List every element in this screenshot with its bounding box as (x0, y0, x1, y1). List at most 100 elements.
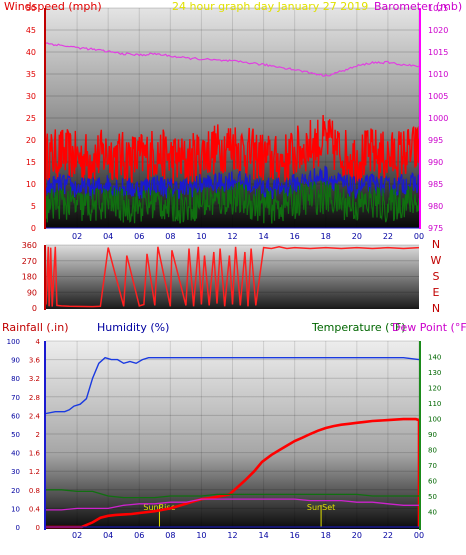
right-tick-label: 1025 (428, 4, 448, 13)
sun-marker-label: SunSet (307, 503, 335, 512)
rain-series (46, 417, 421, 529)
series-group (45, 356, 421, 529)
x-tick-label: 18 (321, 232, 331, 241)
compass-label: N (432, 302, 440, 315)
rain-humidity-temp-panel: SunRise SunSet 0 10 20 30 40 50 60 70 80 90 100 0 0.… (2, 321, 466, 540)
x-tick-label: 14 (258, 232, 268, 241)
temperature-axis-ticks: 40 50 60 70 80 90 100 110 120 130 140 (428, 354, 441, 517)
humidity-tick-label: 60 (11, 412, 20, 420)
left-tick-label: 30 (26, 92, 36, 101)
left-tick-label: 35 (26, 70, 36, 79)
temperature-tick-label: 80 (428, 447, 437, 455)
right-tick-label: 1010 (428, 70, 448, 79)
x-tick-label: 06 (134, 531, 144, 540)
right-tick-label: 1005 (428, 92, 448, 101)
humidity-axis-label: Humidity (%) (97, 321, 169, 334)
rain-tick-label: 0.4 (29, 505, 41, 513)
x-axis-ticks: 02 04 06 08 10 12 14 16 18 20 22 00 (46, 227, 424, 241)
right-axis-ticks: 975 980 985 990 995 1000 1005 1010 1015 1020 1025 (428, 4, 448, 233)
compass-label: W (431, 254, 442, 267)
left-tick-label: 50 (26, 4, 36, 13)
series-group (45, 246, 420, 308)
temperature-tick-label: 70 (428, 462, 437, 470)
right-tick-label: 990 (428, 158, 443, 167)
wind-series (45, 180, 420, 224)
temperature-tick-label: 60 (428, 478, 437, 486)
right-tick-label: 1015 (428, 48, 448, 57)
rain-tick-label: 3.6 (29, 357, 41, 365)
humidity-series (45, 356, 420, 415)
rain-tick-label: 2 (36, 431, 40, 439)
direction-tick-label: 360 (22, 241, 37, 250)
temperature-series (46, 498, 419, 511)
left-tick-label: 45 (26, 26, 36, 35)
humidity-tick-label: 40 (11, 450, 20, 458)
temperature-tick-label: 90 (428, 431, 437, 439)
left-tick-label: 0 (31, 224, 36, 233)
humidity-tick-label: 30 (11, 468, 20, 476)
left-axis-ticks: 0 5 10 15 20 25 30 35 40 45 50 (26, 4, 36, 233)
dewpoint-series (46, 489, 419, 499)
gust-series (45, 114, 420, 186)
left-tick-label: 5 (31, 202, 36, 211)
rain-tick-label: 0 (36, 524, 40, 532)
rain-tick-label: 1.6 (29, 450, 41, 458)
temperature-tick-label: 100 (428, 416, 441, 424)
humidity-tick-label: 90 (11, 357, 20, 365)
left-tick-label: 25 (26, 114, 36, 123)
right-tick-label: 995 (428, 136, 443, 145)
humidity-tick-label: 70 (11, 394, 20, 402)
dewpoint-axis-label: Dew Point (°F) (392, 321, 466, 334)
average-series (45, 165, 420, 200)
plot-background (46, 341, 419, 529)
left-tick-label: 40 (26, 48, 36, 57)
left-tick-label: 20 (26, 136, 36, 145)
compass-label: E (433, 286, 440, 299)
direction-tick-label: 0 (32, 304, 37, 313)
x-tick-label: 16 (290, 531, 300, 540)
x-tick-label: 08 (165, 232, 175, 241)
direction-series (45, 246, 420, 308)
compass-label: N (432, 238, 440, 251)
temperature-tick-label: 40 (428, 509, 437, 517)
right-tick-label: 1000 (428, 114, 448, 123)
humidity-tick-label: 0 (16, 524, 20, 532)
direction-tick-label: 180 (22, 273, 37, 282)
x-tick-label: 16 (290, 232, 300, 241)
x-tick-label: 00 (414, 531, 424, 540)
rain-tick-label: 0.8 (29, 487, 40, 495)
humidity-tick-label: 80 (11, 375, 20, 383)
x-tick-label: 14 (258, 531, 268, 540)
series-group (45, 42, 420, 224)
x-tick-label: 10 (196, 531, 206, 540)
x-tick-label: 04 (103, 531, 113, 540)
direction-tick-label: 270 (22, 257, 37, 266)
x-tick-label: 02 (72, 531, 82, 540)
left-tick-label: 15 (26, 158, 36, 167)
humidity-axis-ticks: 0 10 20 30 40 50 60 70 80 90 100 (7, 338, 20, 532)
x-tick-label: 02 (72, 232, 82, 241)
humidity-tick-label: 20 (11, 487, 20, 495)
rain-axis-ticks: 0 0.4 0.8 1.2 1.6 2 2.4 2.8 3.2 3.6 4 (29, 338, 41, 532)
sun-marker-label: SunRise (143, 503, 175, 512)
temperature-axis-label: Temperature (°F) (311, 321, 406, 334)
temperature-tick-label: 130 (428, 369, 441, 377)
x-tick-label: 04 (103, 232, 113, 241)
left-axis-label: Windspeed (mph) (4, 0, 102, 13)
x-tick-label: 20 (352, 531, 362, 540)
chart-title: 24 hour graph day January 27 2019 (172, 0, 368, 13)
temperature-tick-label: 110 (428, 400, 441, 408)
barometer-series (45, 42, 420, 77)
direction-axis-ticks: 0 90 180 270 360 (22, 241, 37, 313)
right-tick-label: 1020 (428, 26, 448, 35)
x-tick-label: 22 (383, 531, 393, 540)
compass-label: S (433, 270, 440, 283)
rain-tick-label: 2.8 (29, 394, 40, 402)
x-tick-label: 06 (134, 232, 144, 241)
x-axis-ticks: 02 04 06 08 10 12 14 16 18 20 22 00 (46, 526, 424, 540)
